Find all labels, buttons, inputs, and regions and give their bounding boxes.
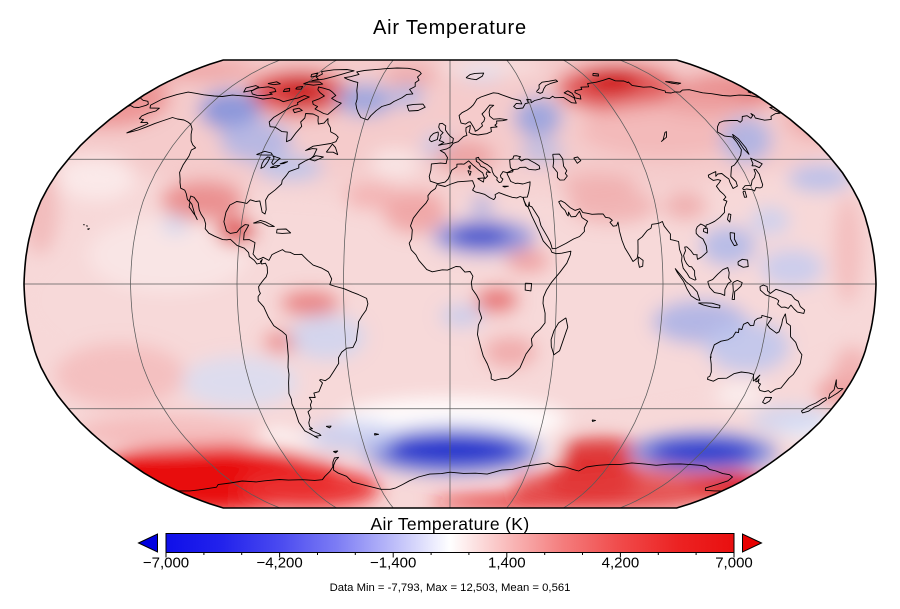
svg-text:−4,200: −4,200 [256,555,302,572]
svg-text:7,000: 7,000 [715,555,753,572]
svg-text:Air Temperature: Air Temperature [373,17,527,39]
svg-text:4,200: 4,200 [602,555,640,572]
svg-text:1,400: 1,400 [488,555,526,572]
svg-text:−1,400: −1,400 [370,555,416,572]
svg-text:Air Temperature (K): Air Temperature (K) [370,514,529,534]
svg-text:−7,000: −7,000 [143,555,189,572]
svg-text:Data Min = -7,793, Max = 12,50: Data Min = -7,793, Max = 12,503, Mean = … [330,582,571,594]
